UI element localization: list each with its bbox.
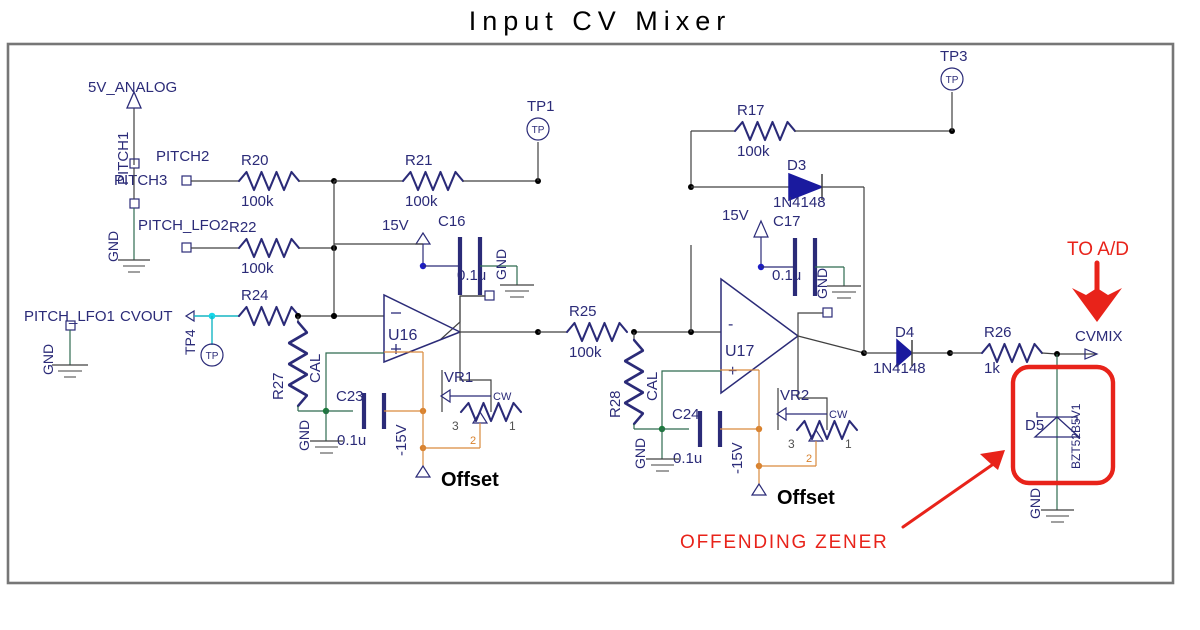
svg-text:CW: CW [493,391,512,403]
svg-text:TO A/D: TO A/D [1067,239,1129,260]
svg-text:-: - [728,316,733,333]
svg-text:1: 1 [845,437,852,451]
svg-text:R27: R27 [270,372,287,400]
svg-text:CAL: CAL [307,354,324,383]
svg-text:GND: GND [814,268,830,299]
svg-text:2: 2 [806,453,812,465]
svg-text:D4: D4 [895,324,914,341]
svg-text:GND: GND [296,420,312,451]
svg-text:U16: U16 [388,327,417,344]
svg-text:3: 3 [788,437,795,451]
svg-text:3: 3 [452,419,459,433]
svg-text:TP: TP [532,125,545,136]
svg-text:15V: 15V [382,217,409,234]
svg-text:100k: 100k [569,344,602,361]
svg-text:PITCH2: PITCH2 [156,148,209,165]
svg-text:D3: D3 [787,157,806,174]
svg-text:100k: 100k [405,193,438,210]
svg-text:CAL: CAL [644,372,661,401]
svg-text:+: + [728,363,737,380]
svg-text:100k: 100k [241,260,274,277]
svg-text:GND: GND [105,231,121,262]
svg-text:1: 1 [509,419,516,433]
svg-text:GND: GND [40,344,56,375]
svg-text:2: 2 [470,435,476,447]
svg-text:C24: C24 [672,406,700,423]
svg-text:1N4148: 1N4148 [873,360,926,377]
svg-text:CVOUT: CVOUT [120,308,173,325]
svg-text:C23: C23 [336,388,364,405]
svg-text:R26: R26 [984,324,1012,341]
svg-text:TP3: TP3 [940,48,968,65]
svg-text:0.1u: 0.1u [457,267,486,284]
svg-text:-15V: -15V [393,424,410,456]
svg-text:VR1: VR1 [444,369,473,386]
svg-text:5V_ANALOG: 5V_ANALOG [88,79,177,96]
svg-text:VR2: VR2 [780,387,809,404]
svg-text:R28: R28 [607,390,624,418]
svg-text:GND: GND [493,249,509,280]
svg-text:R21: R21 [405,152,433,169]
svg-text:PITCH_LFO2: PITCH_LFO2 [138,217,229,234]
svg-text:Offset: Offset [777,487,835,509]
svg-text:100k: 100k [737,143,770,160]
svg-text:Offset: Offset [441,469,499,491]
svg-text:0.1u: 0.1u [772,267,801,284]
svg-text:CVMIX: CVMIX [1075,328,1123,345]
svg-text:R25: R25 [569,303,597,320]
svg-text:R22: R22 [229,219,257,236]
svg-text:1k: 1k [984,360,1000,377]
svg-text:TP4: TP4 [182,329,198,355]
svg-text:R17: R17 [737,102,765,119]
svg-text:TP1: TP1 [527,98,555,115]
svg-text:PITCH3: PITCH3 [114,172,167,189]
svg-text:BZT52B5V1: BZT52B5V1 [1069,403,1083,469]
svg-text:CW: CW [829,409,848,421]
svg-text:R20: R20 [241,152,269,169]
svg-text:-15V: -15V [729,442,746,474]
svg-text:15V: 15V [722,207,749,224]
svg-text:PITCH_LFO1: PITCH_LFO1 [24,308,115,325]
svg-text:100k: 100k [241,193,274,210]
svg-text:TP: TP [206,351,219,362]
svg-text:C16: C16 [438,213,466,230]
svg-text:OFFENDING ZENER: OFFENDING ZENER [680,532,889,553]
svg-text:1N4148: 1N4148 [773,194,826,211]
svg-text:U17: U17 [725,343,754,360]
svg-text:R24: R24 [241,287,269,304]
svg-text:D5: D5 [1025,417,1044,434]
svg-text:GND: GND [1027,488,1043,519]
svg-text:TP: TP [946,75,959,86]
svg-text:Input CV Mixer: Input CV Mixer [469,6,732,36]
svg-text:C17: C17 [773,213,801,230]
svg-text:GND: GND [632,438,648,469]
